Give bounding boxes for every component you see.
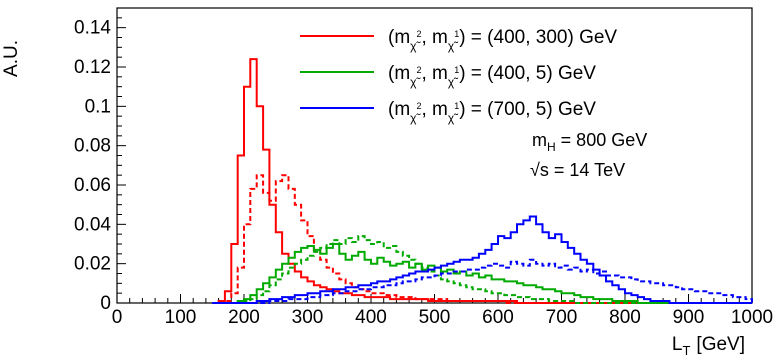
y-tick-label: 0.1 [85, 96, 111, 117]
legend-entry-1: (mχ̃2, mχ̃1) = (400, 5) GeV [388, 63, 596, 89]
annotation-sqrt-s: √s = 14 TeV [530, 160, 625, 180]
annotation-higgs-mass: mH = 800 GeV [532, 130, 647, 154]
series-layer [212, 58, 753, 304]
x-tick-label: 0 [112, 307, 123, 328]
y-tick-label: 0.12 [74, 57, 111, 78]
legend: (mχ̃2, mχ̃1) = (400, 300) GeV (mχ̃2, mχ̃1… [300, 27, 617, 125]
x-tick-label: 100 [165, 307, 197, 328]
y-tick-label: 0.04 [74, 214, 111, 235]
y-tick-label: 0.02 [74, 254, 111, 275]
x-axis-label-unit: [GeV] [696, 334, 745, 355]
legend-entry-0: (mχ̃2, mχ̃1) = (400, 300) GeV [388, 27, 617, 53]
x-tick-label: 900 [673, 307, 705, 328]
y-tick-label: 0.14 [74, 18, 111, 39]
x-axis-label-sub: T [682, 343, 690, 358]
series-line-3-dashed [212, 235, 752, 304]
x-tick-label: 1000 [731, 307, 773, 328]
x-tick-label: 800 [609, 307, 641, 328]
series-line-0-solid [212, 58, 752, 304]
x-tick-label: 500 [419, 307, 451, 328]
axes: 0 100 200 300 400 500 600 700 800 900 1000 0 0.02 0.0… [74, 7, 773, 328]
y-tick-label: 0.06 [74, 175, 111, 196]
plot-frame [116, 7, 753, 304]
annotations: mH = 800 GeV √s = 14 TeV [530, 130, 647, 180]
y-axis-label: A.U. [1, 40, 22, 77]
series-line-2-solid [212, 243, 752, 304]
y-tick-label: 0.08 [74, 136, 111, 157]
series-line-1-dashed [212, 174, 752, 304]
y-tick-label: 0 [100, 293, 111, 314]
series-line-5-dashed [212, 258, 753, 304]
x-tick-label: 200 [228, 307, 260, 328]
x-tick-label: 300 [292, 307, 324, 328]
x-tick-label: 400 [355, 307, 387, 328]
x-axis-label-main: L [672, 334, 683, 355]
x-axis-label: LT [GeV] [672, 334, 745, 358]
x-tick-label: 600 [482, 307, 514, 328]
series-line-4-solid [212, 215, 752, 304]
legend-entry-2: (mχ̃2, mχ̃1) = (700, 5) GeV [388, 99, 596, 125]
x-tick-label: 700 [546, 307, 578, 328]
